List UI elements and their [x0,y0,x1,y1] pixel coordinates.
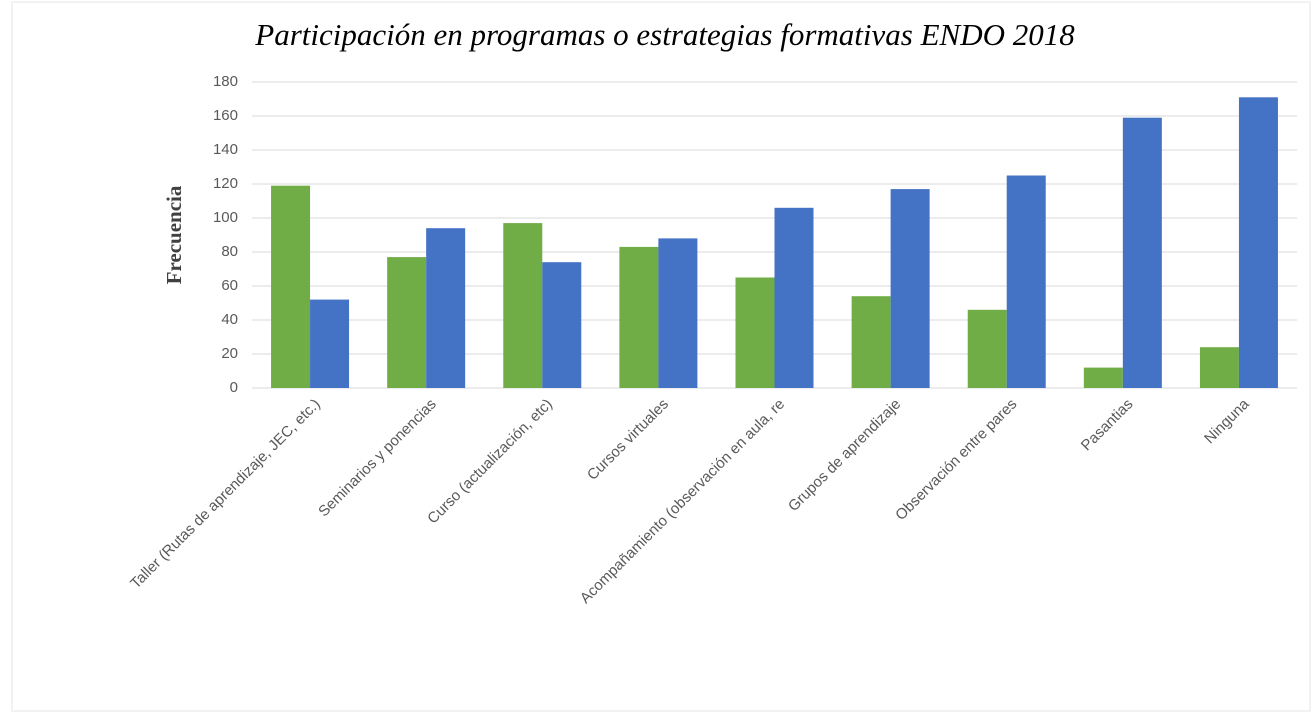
bar [1083,367,1123,388]
y-tick-label: 60 [221,277,238,294]
bar [387,257,427,388]
x-tick-label: Observación entre pares [892,396,1020,524]
bar [967,309,1007,388]
y-tick-label: 0 [230,379,238,396]
bar [503,223,543,388]
bar [1006,175,1046,388]
bar [619,246,659,388]
y-axis-label: Frecuencia [162,185,186,284]
x-tick-label: Seminarios y ponencias [315,396,440,521]
y-tick-label: 160 [213,107,238,124]
bar [851,296,891,388]
bar [735,277,775,388]
y-tick-label: 80 [221,243,238,260]
bar [542,262,582,388]
x-tick-label: Acompañamiento (observación en aula, re [577,396,788,607]
y-tick-label: 20 [221,345,238,362]
bar [1122,117,1162,388]
bar [426,228,466,388]
x-tick-label: Cursos virtuales [584,396,672,484]
y-tick-label: 140 [213,141,238,158]
bar [1199,347,1239,388]
bar [310,299,350,388]
bar [658,238,698,388]
bar [1238,97,1278,389]
chart-title: Participación en programas o estrategias… [254,17,1075,52]
y-tick-label: 120 [213,175,238,192]
bar [890,189,930,388]
y-tick-label: 100 [213,209,238,226]
x-tick-label: Curso (actualización, etc) [424,396,556,528]
x-tick-label: Ninguna [1201,395,1253,447]
y-tick-label: 40 [221,311,238,328]
x-tick-label: Grupos de aprendizaje [785,396,904,515]
y-tick-label: 180 [213,73,238,90]
bar [774,207,814,388]
x-tick-label: Pasantias [1078,396,1137,455]
frame [11,1,1311,712]
x-tick-label: Taller (Rutas de aprendizaje, JEC, etc.) [127,396,324,593]
bar [271,185,311,388]
